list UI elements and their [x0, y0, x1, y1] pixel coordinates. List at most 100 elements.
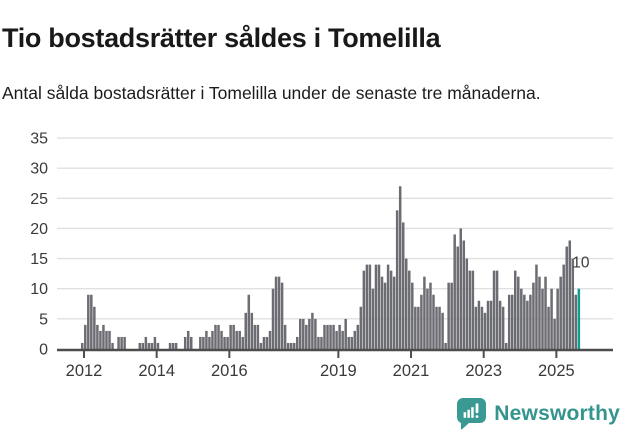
- x-axis-tick-label: 2019: [320, 362, 357, 380]
- bar: [329, 324, 332, 349]
- bar: [144, 336, 148, 349]
- bar: [498, 300, 502, 349]
- bar: [274, 276, 278, 349]
- bar: [326, 324, 329, 349]
- bar: [486, 300, 490, 349]
- bar: [529, 294, 532, 349]
- bar: [414, 306, 417, 349]
- y-axis-tick-label: 35: [30, 131, 48, 148]
- bar: [214, 324, 217, 349]
- bar: [510, 294, 514, 349]
- bar: [380, 276, 384, 349]
- bar: [84, 324, 87, 349]
- bar: [432, 294, 435, 349]
- bar: [241, 336, 244, 349]
- bar: [147, 342, 151, 349]
- bar: [392, 276, 396, 349]
- bar: [87, 294, 90, 349]
- bar: [541, 288, 544, 349]
- bar: [438, 306, 441, 349]
- y-axis-tick-label: 5: [39, 311, 48, 328]
- bar: [495, 270, 499, 349]
- bar: [535, 264, 538, 349]
- bar: [156, 342, 160, 349]
- bar: [401, 222, 405, 349]
- bar: [199, 336, 202, 349]
- bar: [492, 270, 496, 349]
- bar: [365, 264, 369, 349]
- bar: [571, 258, 575, 349]
- bar: [277, 276, 281, 349]
- bar: [408, 270, 411, 349]
- x-axis-tick-label: 2014: [138, 362, 175, 380]
- bar: [253, 324, 257, 349]
- newsworthy-wordmark: Newsworthy: [494, 401, 620, 425]
- x-axis-tick-label: 2016: [211, 362, 248, 380]
- bar: [223, 336, 226, 349]
- bar: [317, 336, 320, 349]
- bar: [371, 288, 375, 349]
- bar: [450, 282, 453, 349]
- bar: [235, 330, 238, 349]
- bar: [226, 336, 229, 349]
- y-axis-tick-label: 0: [39, 342, 48, 359]
- bar: [117, 336, 120, 349]
- highlighted-bar: [577, 288, 581, 349]
- bar: [171, 342, 175, 349]
- bar: [217, 324, 220, 349]
- bar: [305, 324, 308, 349]
- bar: [262, 336, 266, 349]
- bar: [507, 294, 511, 349]
- bar: [93, 306, 96, 349]
- bar: [232, 324, 235, 349]
- bar: [526, 300, 529, 349]
- bar: [265, 336, 269, 349]
- bar: [347, 336, 350, 349]
- bar: [202, 336, 205, 349]
- bar: [153, 336, 157, 349]
- bar: [426, 288, 429, 349]
- bar: [517, 276, 520, 349]
- bar: [105, 330, 108, 349]
- bar: [565, 246, 568, 349]
- bar: [108, 330, 111, 349]
- bar: [404, 258, 408, 349]
- bar: [271, 288, 275, 349]
- y-axis-tick-label: 30: [30, 161, 48, 178]
- bar: [386, 264, 390, 349]
- y-axis-tick-label: 15: [30, 251, 48, 268]
- bar: [435, 306, 438, 349]
- bar: [338, 324, 341, 349]
- bar: [332, 324, 335, 349]
- bar: [489, 300, 493, 349]
- bar: [211, 330, 214, 349]
- bar: [190, 336, 193, 349]
- bar: [90, 294, 93, 349]
- newsworthy-logo-icon: [456, 397, 487, 430]
- bar: [477, 300, 481, 349]
- bar: [220, 330, 223, 349]
- bar: [186, 330, 190, 349]
- bar: [368, 264, 372, 349]
- y-axis-tick-label: 25: [30, 191, 48, 208]
- y-axis-tick-label: 10: [30, 281, 48, 298]
- bar: [562, 264, 565, 349]
- bar: [374, 264, 378, 349]
- bar: [520, 288, 523, 349]
- bar: [423, 276, 426, 349]
- bar: [550, 288, 553, 349]
- bar: [389, 270, 393, 349]
- bar: [532, 282, 535, 349]
- newsworthy-logo: Newsworthy: [456, 397, 620, 430]
- bar: [308, 318, 311, 349]
- bar: [362, 270, 366, 349]
- bar: [229, 324, 232, 349]
- bar: [259, 342, 263, 349]
- bar: [444, 342, 447, 349]
- bar: [417, 306, 420, 349]
- bar: [556, 288, 559, 349]
- bar: [350, 336, 353, 349]
- bar: [268, 330, 272, 349]
- bar: [344, 318, 347, 349]
